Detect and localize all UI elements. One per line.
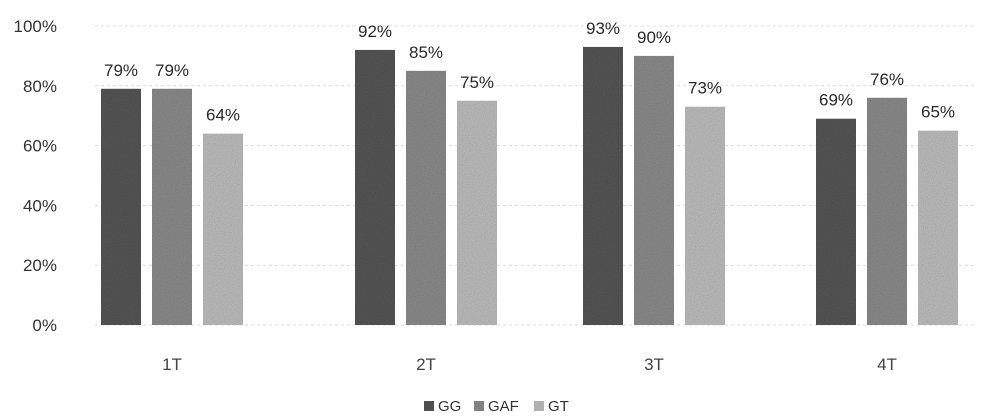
bar-gg-3t — [583, 47, 623, 325]
data-label: 76% — [870, 70, 904, 89]
data-label: 69% — [819, 91, 853, 110]
legend-label: GG — [438, 398, 461, 415]
data-label: 73% — [688, 79, 722, 98]
y-tick-label: 0% — [32, 316, 57, 335]
category-label: 2T — [416, 355, 436, 374]
bar-gg-2t — [355, 50, 395, 325]
bar-gg-1t — [101, 89, 141, 325]
bar-gaf-2t — [406, 71, 446, 325]
data-label: 92% — [358, 22, 392, 41]
data-label: 90% — [637, 28, 671, 47]
y-axis-ticks: 0% 20% 40% 60% 80% 100% — [14, 17, 57, 335]
bar-gg-4t — [816, 119, 856, 325]
y-tick-label: 40% — [23, 196, 57, 215]
bar-gaf-4t — [867, 98, 907, 325]
data-label: 75% — [460, 73, 494, 92]
data-label: 93% — [586, 19, 620, 38]
legend-swatch — [424, 401, 434, 411]
bar-gaf-3t — [634, 56, 674, 325]
data-label: 85% — [409, 43, 443, 62]
category-label: 1T — [162, 355, 182, 374]
x-axis-categories: 1T 2T 3T 4T — [162, 355, 897, 374]
legend-swatch — [534, 401, 544, 411]
legend: GG GAF GT — [424, 398, 569, 415]
bar-gaf-1t — [152, 89, 192, 325]
bar-gt-3t — [685, 107, 725, 325]
category-label: 4T — [877, 355, 897, 374]
y-tick-label: 80% — [23, 77, 57, 96]
y-tick-label: 100% — [14, 17, 57, 36]
category-label: 3T — [644, 355, 664, 374]
data-labels: 79% 79% 64% 92% 85% 75% 93% 90% 73% 69% 76% 65% — [104, 19, 955, 125]
data-label: 64% — [206, 106, 240, 125]
y-tick-label: 60% — [23, 137, 57, 156]
bar-gt-4t — [918, 131, 958, 325]
data-label: 79% — [155, 61, 189, 80]
bar-gt-2t — [457, 101, 497, 325]
legend-swatch — [474, 401, 484, 411]
bar-gt-1t — [203, 134, 243, 325]
data-label: 79% — [104, 61, 138, 80]
bars — [101, 47, 958, 325]
data-label: 65% — [921, 103, 955, 122]
legend-label: GAF — [488, 398, 519, 415]
y-tick-label: 20% — [23, 256, 57, 275]
legend-label: GT — [548, 398, 569, 415]
